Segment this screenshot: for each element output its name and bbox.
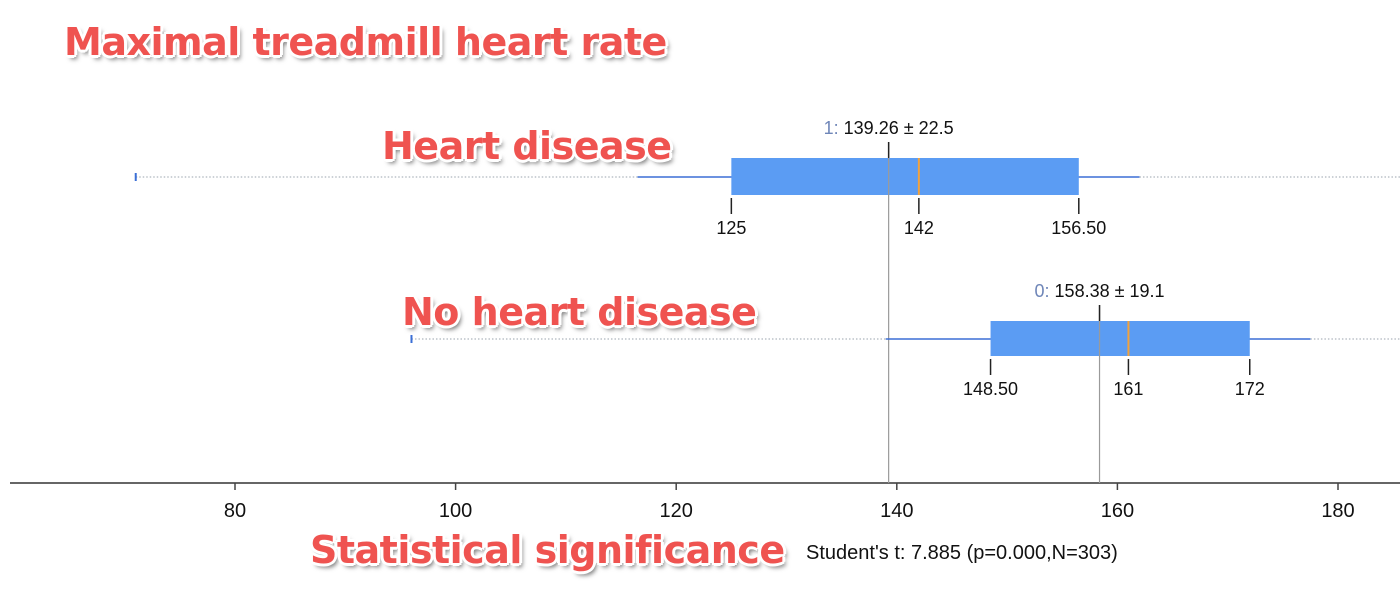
group-code: 0: (1035, 281, 1055, 301)
iqr-box (990, 321, 1250, 356)
q3-label: 172 (1235, 379, 1265, 399)
x-tick-label: 120 (660, 500, 693, 522)
chart-title-callout: Maximal treadmill heart rate (64, 20, 667, 64)
q3-label: 156.50 (1051, 218, 1106, 238)
plot-area: 1: 139.26 ± 22.5 125 142 156.50 0: 158.38 ± … (134, 118, 1400, 483)
x-tick-label: 80 (224, 500, 246, 522)
mean-label: 0: 158.38 ± 19.1 (1035, 281, 1165, 301)
group-0-callout: No heart disease (402, 290, 757, 334)
q1-label: 125 (716, 218, 746, 238)
group-1-callout: Heart disease (382, 124, 672, 168)
q1-label: 148.50 (963, 379, 1018, 399)
x-tick-label: 180 (1321, 500, 1354, 522)
statistic-text: Student's t: 7.885 (p=0.000,N=303) (806, 542, 1118, 564)
median-label: 142 (904, 218, 934, 238)
significance-callout: Statistical significance (310, 528, 785, 572)
group-code: 1: (824, 118, 844, 138)
iqr-box (731, 158, 1079, 195)
mean-value: 158.38 ± 19.1 (1055, 281, 1165, 301)
x-tick-label: 140 (880, 500, 913, 522)
mean-value: 139.26 ± 22.5 (844, 118, 954, 138)
mean-label: 1: 139.26 ± 22.5 (824, 118, 954, 138)
median-label: 161 (1113, 379, 1143, 399)
x-tick-label: 160 (1101, 500, 1134, 522)
x-axis: 80 100 120 140 160 180 (10, 482, 1400, 522)
x-tick-label: 100 (439, 500, 472, 522)
